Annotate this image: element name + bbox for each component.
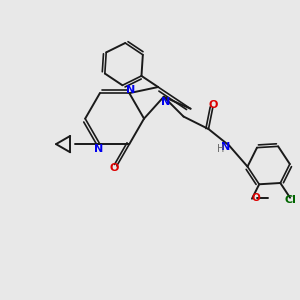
Text: H: H <box>217 144 225 154</box>
Text: N: N <box>126 85 135 94</box>
Text: O: O <box>209 100 218 110</box>
Text: O: O <box>251 193 260 203</box>
Text: N: N <box>160 97 170 107</box>
Text: N: N <box>221 142 230 152</box>
Text: N: N <box>94 144 103 154</box>
Text: Cl: Cl <box>285 195 297 205</box>
Text: O: O <box>110 163 119 173</box>
